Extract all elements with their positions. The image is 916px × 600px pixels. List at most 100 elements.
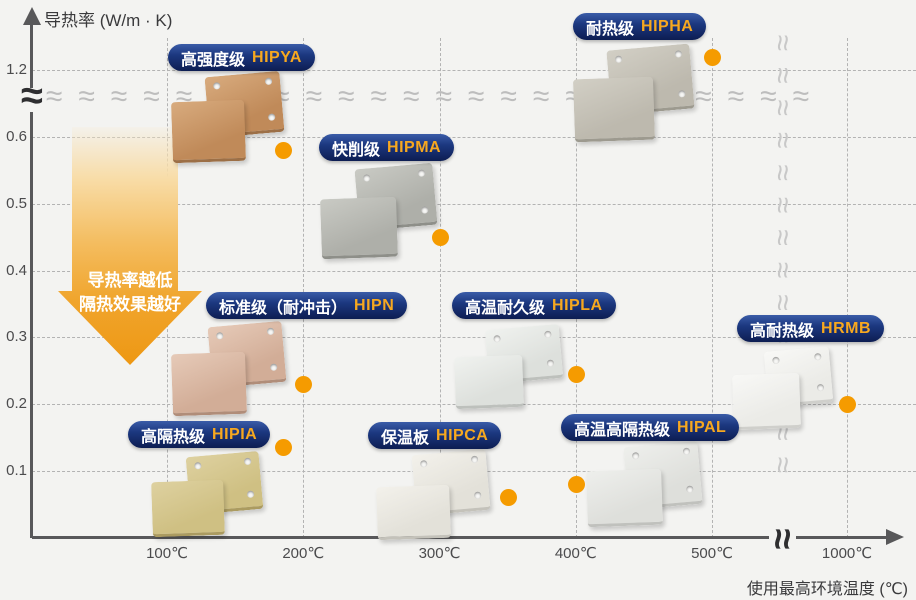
y-axis-tick-label: 0.2 [6, 395, 27, 412]
data-point-dot [275, 439, 292, 456]
mounting-hole-icon [420, 206, 429, 214]
material-sample-plate-front [170, 351, 248, 417]
gridline-vertical [575, 38, 577, 538]
material-name-cn: 快削级 [332, 141, 381, 159]
mounting-hole-icon [194, 461, 202, 470]
y-axis-break-wave-row-icon: ≈≈≈≈≈≈≈≈≈≈≈≈≈≈≈≈≈≈≈≈≈≈≈≈ [46, 80, 826, 113]
material-label-pill: 高强度级 HIPYA [168, 44, 315, 71]
material-sample-plate-front [586, 468, 663, 528]
mounting-hole-icon [772, 356, 780, 365]
data-point-dot [432, 229, 449, 246]
data-point-dot [275, 142, 292, 159]
material-sample-plate-front [572, 76, 656, 143]
gridline-vertical [712, 38, 713, 538]
material-sample-plate-front [170, 99, 247, 164]
insulation-hint-text: 导热率越低 隔热效果越好 [40, 269, 220, 317]
material-grade-code: HRMB [821, 319, 872, 337]
mounting-hole-icon [614, 55, 623, 63]
x-axis-tick-label: 400℃ [554, 545, 597, 562]
mounting-hole-icon [816, 383, 825, 392]
data-point-dot [568, 476, 585, 493]
material-grade-code: HIPLA [552, 296, 603, 314]
x-axis-line-right [796, 536, 888, 539]
y-axis-tick-label: 0.4 [6, 261, 27, 279]
material-label-pill: 高耐热级 HRMB [737, 315, 885, 342]
gridline-horizontal [32, 70, 916, 71]
mounting-hole-icon [212, 82, 221, 90]
material-name-cn: 标准级（耐冲击） [219, 299, 348, 317]
insulation-hint-line2: 隔热效果越好 [79, 295, 181, 314]
data-point-dot [839, 396, 856, 413]
mounting-hole-icon [682, 447, 691, 456]
y-axis-line-lower [30, 112, 33, 538]
material-label-pill: 高温高隔热级 HIPAL [561, 414, 740, 441]
material-name-cn: 高温耐久级 [465, 299, 546, 317]
y-axis-line-upper [30, 24, 33, 88]
mounting-hole-icon [470, 455, 479, 464]
mounting-hole-icon [267, 113, 276, 121]
mounting-hole-icon [419, 460, 428, 468]
y-axis-tick-label: 0.3 [6, 328, 27, 346]
mounting-hole-icon [493, 334, 501, 343]
material-sample-plate-front [319, 196, 399, 260]
x-axis-tick-label: 200℃ [282, 545, 325, 562]
gridline-vertical [439, 38, 441, 538]
material-sample-plate-front [732, 372, 801, 431]
material-label-pill: 高隔热级 HIPIA [128, 421, 271, 448]
data-point-dot [500, 489, 517, 506]
y-axis-break-icon: ≈ [21, 74, 43, 118]
material-label-pill: 保温板 HIPCA [368, 422, 502, 449]
x-axis-break-icon: ≈ [761, 528, 803, 550]
material-name-cn: 高温高隔热级 [574, 421, 671, 439]
x-axis-title: 使用最高环境温度 (℃) [746, 581, 908, 598]
material-sample-plate-front [376, 484, 451, 541]
mounting-hole-icon [546, 359, 555, 368]
x-axis-break-wave-column-icon: ≈≈≈≈≈≈≈≈≈≈≈≈≈≈ [766, 34, 799, 490]
material-sample-plate-front [151, 479, 225, 538]
material-name-cn: 耐热级 [586, 20, 635, 38]
mounting-hole-icon [243, 457, 252, 466]
material-grade-code: HIPMA [387, 138, 442, 156]
gridline-horizontal [32, 203, 916, 205]
mounting-hole-icon [678, 90, 686, 98]
mounting-hole-icon [215, 332, 224, 340]
mounting-hole-icon [473, 491, 482, 500]
y-axis-tick-label: 0.6 [6, 128, 27, 145]
mounting-hole-icon [264, 77, 273, 86]
x-axis-tick-label: 500℃ [691, 545, 733, 562]
gridline-vertical [303, 38, 305, 538]
gridline-horizontal [32, 337, 916, 339]
material-grade-code: HIPYA [252, 48, 302, 66]
x-axis-tick-label: 300℃ [418, 545, 461, 562]
y-axis-title: 导热率 (W/m · K) [44, 11, 173, 30]
data-point-dot [704, 49, 721, 66]
mounting-hole-icon [266, 327, 275, 336]
material-name-cn: 高隔热级 [141, 428, 206, 446]
data-point-dot [568, 366, 585, 383]
gridline-horizontal [32, 137, 916, 138]
y-axis-tick-label: 0.5 [6, 194, 27, 212]
data-point-dot [295, 376, 312, 393]
material-label-pill: 高温耐久级 HIPLA [452, 292, 616, 319]
y-axis-tick-label: 1.2 [6, 61, 27, 78]
material-grade-code: HIPHA [641, 17, 694, 35]
material-grade-code: HIPIA [212, 425, 258, 443]
insulation-hint-line1: 导热率越低 [87, 271, 173, 290]
mounting-hole-icon [814, 352, 822, 361]
gridline-vertical [847, 38, 848, 538]
x-axis-tick-label: 1000℃ [821, 545, 873, 562]
material-name-cn: 高强度级 [181, 51, 246, 69]
material-sample-plate-front [454, 354, 524, 410]
y-axis-tick-label: 0.1 [6, 461, 27, 479]
material-label-pill: 快削级 HIPMA [319, 134, 455, 161]
mounting-hole-icon [246, 490, 255, 499]
gridline-horizontal [32, 270, 916, 272]
mounting-hole-icon [686, 485, 694, 494]
mounting-hole-icon [417, 169, 426, 177]
mounting-hole-icon [362, 174, 371, 182]
mounting-hole-icon [269, 363, 278, 372]
material-name-cn: 高耐热级 [750, 322, 815, 340]
y-axis-arrowhead-icon [23, 7, 41, 25]
x-axis-tick-label: 100℃ [146, 545, 188, 562]
